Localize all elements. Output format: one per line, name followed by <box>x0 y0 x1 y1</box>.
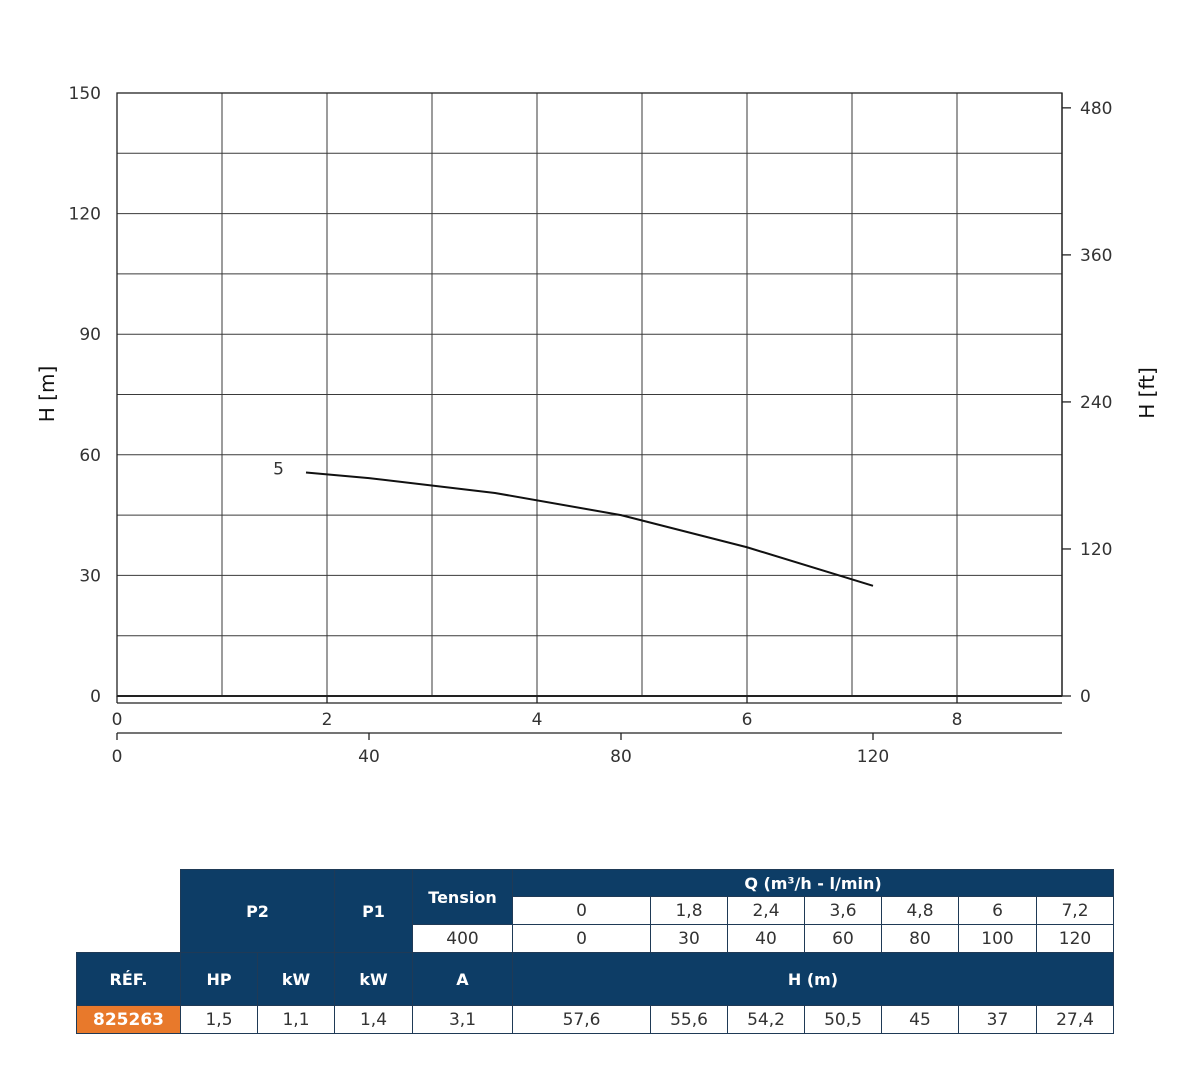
hp-cell: 1,5 <box>180 1005 258 1034</box>
kw-p2-cell: 1,1 <box>257 1005 335 1034</box>
head-cell: 37 <box>958 1005 1037 1034</box>
q-lmin-cell: 40 <box>727 924 805 953</box>
header-ref: RÉF. <box>76 952 181 1006</box>
head-cell: 55,6 <box>650 1005 728 1034</box>
head-cell: 54,2 <box>727 1005 805 1034</box>
ref-cell: 825263 <box>76 1005 181 1034</box>
y-tick-label: 0 <box>90 687 101 707</box>
x-tick-label-lmin: 80 <box>610 747 632 767</box>
x-tick-label-m3h: 4 <box>532 710 543 730</box>
header-head: H (m) <box>512 952 1114 1006</box>
header-kw-p1: kW <box>334 952 413 1006</box>
y2-tick-label: 360 <box>1080 246 1112 266</box>
x-tick-label-m3h: 6 <box>742 710 753 730</box>
x-tick-label-m3h: 0 <box>112 710 123 730</box>
q-m3h-cell: 4,8 <box>881 896 959 925</box>
kw-p1-cell: 1,4 <box>334 1005 413 1034</box>
grid-lines <box>116 92 1063 697</box>
header-kw-p2: kW <box>257 952 335 1006</box>
tension-value: 400 <box>412 924 513 953</box>
curve-line <box>305 471 874 587</box>
q-m3h-cell: 7,2 <box>1036 896 1114 925</box>
head-cell: 27,4 <box>1036 1005 1114 1034</box>
y-tick-label: 150 <box>69 84 101 104</box>
y2-tick-label: 120 <box>1080 540 1112 560</box>
amps-cell: 3,1 <box>412 1005 513 1034</box>
x-tick-label-lmin: 40 <box>358 747 380 767</box>
q-lmin-cell: 0 <box>512 924 651 953</box>
x-tick-label-lmin: 0 <box>112 747 123 767</box>
y2-tick-label: 0 <box>1080 687 1091 707</box>
q-m3h-cell: 1,8 <box>650 896 728 925</box>
head-cell: 50,5 <box>804 1005 882 1034</box>
q-lmin-cell: 80 <box>881 924 959 953</box>
y2-tick-label: 240 <box>1080 393 1112 413</box>
y-axis-label-right: H [ft] <box>1135 367 1159 419</box>
header-p1: P1 <box>334 869 413 953</box>
head-cell: 45 <box>881 1005 959 1034</box>
y-tick-label: 90 <box>79 325 101 345</box>
y-tick-label: 120 <box>69 205 101 225</box>
header-amps: A <box>412 952 513 1006</box>
q-lmin-cell: 60 <box>804 924 882 953</box>
curves: 5 <box>273 459 874 587</box>
header-hp: HP <box>180 952 258 1006</box>
q-lmin-cell: 30 <box>650 924 728 953</box>
y-tick-label: 60 <box>79 446 101 466</box>
q-lmin-cell: 120 <box>1036 924 1114 953</box>
y-tick-label: 30 <box>79 566 101 586</box>
y-axis-label-left: H [m] <box>35 366 59 422</box>
curve-label: 5 <box>273 459 284 479</box>
header-flow: Q (m³/h - l/min) <box>512 869 1114 897</box>
q-lmin-cell: 100 <box>958 924 1037 953</box>
q-m3h-cell: 6 <box>958 896 1037 925</box>
x-tick-label-lmin: 120 <box>857 747 889 767</box>
table-corner-blank <box>77 870 181 953</box>
head-cell: 57,6 <box>512 1005 651 1034</box>
header-tension: Tension <box>412 869 513 925</box>
header-p2: P2 <box>180 869 335 953</box>
q-m3h-cell: 2,4 <box>727 896 805 925</box>
x-tick-label-m3h: 8 <box>952 710 963 730</box>
axes <box>116 92 1071 740</box>
x-tick-label-m3h: 2 <box>322 710 333 730</box>
y2-tick-label: 480 <box>1080 99 1112 119</box>
q-m3h-cell: 0 <box>512 896 651 925</box>
q-m3h-cell: 3,6 <box>804 896 882 925</box>
performance-table: P2 P1 Tension Q (m³/h - l/min) 0 1,8 2,4… <box>76 869 1114 1034</box>
